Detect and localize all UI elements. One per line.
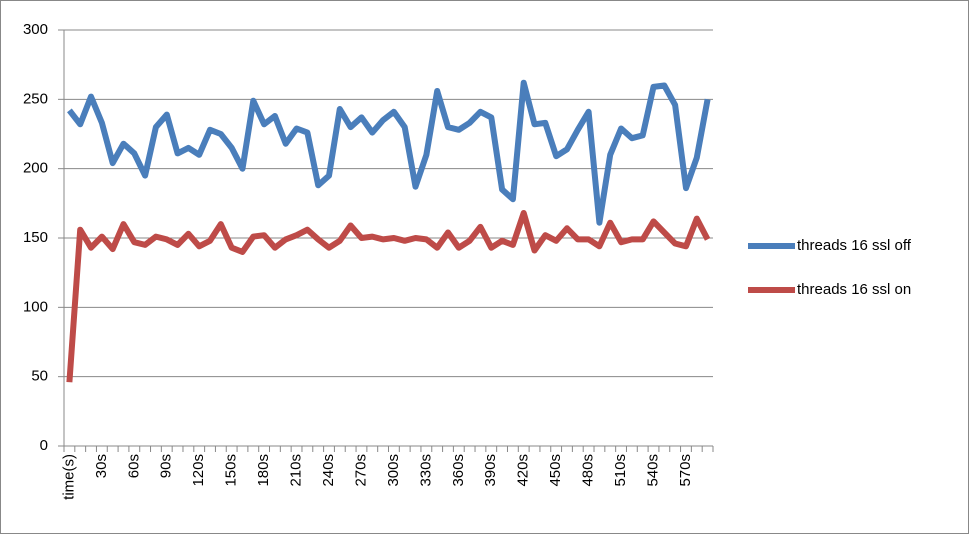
x-tick-label: 60s	[125, 454, 142, 478]
x-tick-label: 570s	[677, 454, 694, 487]
x-tick-label: 120s	[190, 454, 207, 487]
y-tick-label: 200	[23, 160, 48, 177]
x-tick-label: 30s	[93, 454, 110, 478]
x-tick-label: 270s	[352, 454, 369, 487]
x-tick-label: time(s)	[60, 454, 77, 500]
y-tick-label: 250	[23, 90, 48, 107]
y-tick-label: 100	[23, 298, 48, 315]
x-tick-label: 90s	[158, 454, 175, 478]
x-tick-label: 450s	[547, 454, 564, 487]
y-tick-label: 50	[31, 368, 48, 385]
x-tick-label: 510s	[612, 454, 629, 487]
x-tick-label: 150s	[223, 454, 240, 487]
x-tick-label: 540s	[644, 454, 661, 487]
legend-label: threads 16 ssl off	[797, 237, 912, 254]
x-tick-label: 360s	[450, 454, 467, 487]
x-tick-label: 180s	[255, 454, 272, 487]
legend-label: threads 16 ssl on	[797, 281, 911, 298]
y-tick-label: 150	[23, 229, 48, 246]
x-tick-label: 330s	[417, 454, 434, 487]
y-tick-label: 300	[23, 21, 48, 38]
x-tick-label: 420s	[515, 454, 532, 487]
series-line	[66, 210, 711, 383]
series-line	[67, 79, 711, 226]
x-tick-label: 240s	[320, 454, 337, 487]
x-tick-label: 480s	[580, 454, 597, 487]
x-tick-label: 210s	[288, 454, 305, 487]
x-tick-label: 300s	[385, 454, 402, 487]
y-tick-label: 0	[40, 437, 48, 454]
x-tick-label: 390s	[482, 454, 499, 487]
